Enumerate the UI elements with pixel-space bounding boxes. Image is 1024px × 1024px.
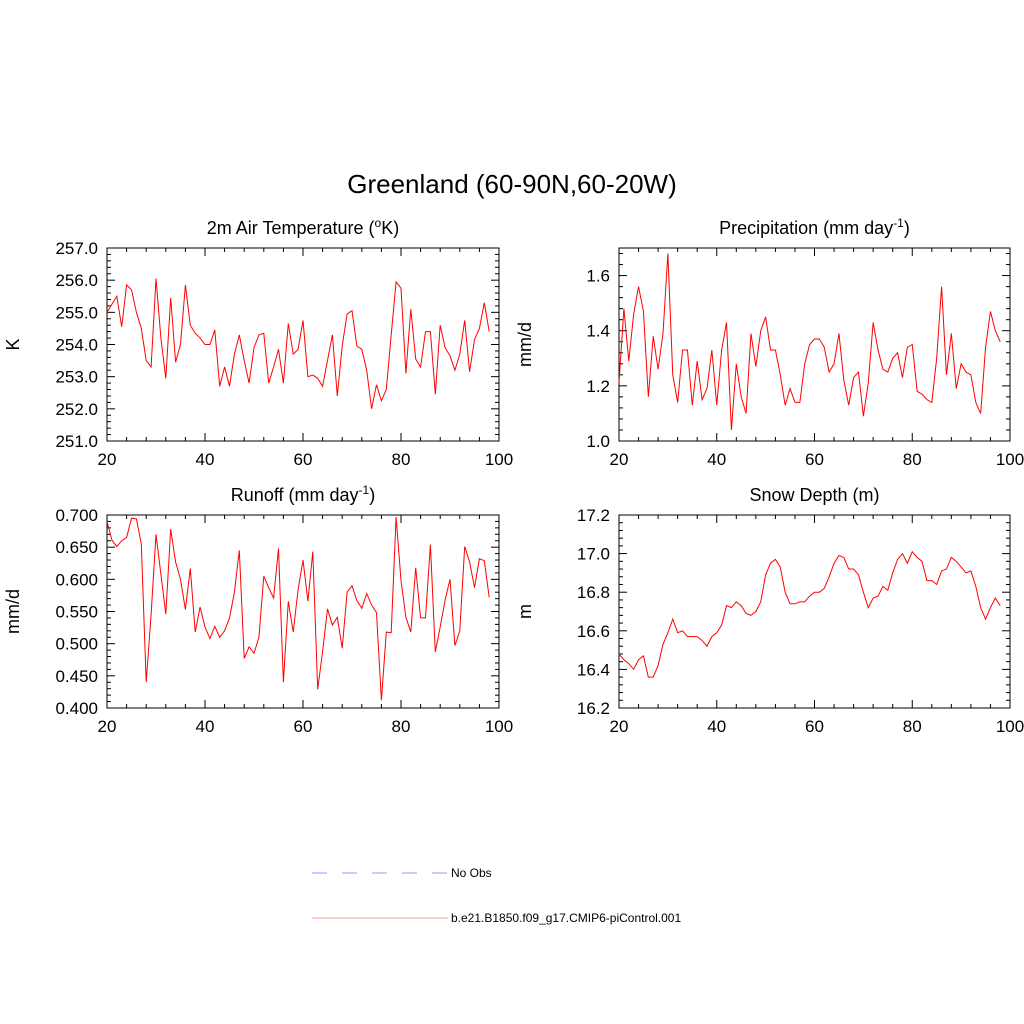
panel-title-snow-depth: Snow Depth (m) [749, 485, 879, 505]
panels: 2m Air Temperature (oK) K 20 40 60 80 100 251.0… [3, 216, 1024, 736]
panel-title-text: Snow Depth (m) [749, 485, 879, 505]
x-tick-label: 100 [996, 450, 1024, 469]
y-axis-label-runoff: mm/d [3, 589, 23, 634]
x-tick-label: 20 [98, 717, 117, 736]
y-tick-label: 1.0 [586, 432, 610, 451]
y-tick-label: 0.700 [55, 506, 98, 525]
y-tick-label: 256.0 [55, 271, 98, 290]
y-tick-label: 0.550 [55, 603, 98, 622]
x-tick-label: 40 [196, 717, 215, 736]
panel-title-runoff: Runoff (mm day-1) [231, 483, 375, 505]
x-tick-label: 40 [196, 450, 215, 469]
y-tick-label: 0.500 [55, 635, 98, 654]
legend-label-no-obs: No Obs [451, 866, 492, 880]
y-axis-label-precipitation: mm/d [515, 322, 535, 367]
y-tick-label: 254.0 [55, 336, 98, 355]
x-tick-label: 20 [98, 450, 117, 469]
plot-frame-snow-depth [618, 514, 1011, 709]
panel-snow-depth: Snow Depth (m) m 20 40 60 80 100 16.2 16.4 16.6 16… [515, 485, 1024, 736]
panel-precipitation: Precipitation (mm day-1) mm/d 20 40 60 80 100 1… [515, 216, 1024, 469]
x-tick-label: 40 [707, 717, 726, 736]
y-tick-label: 1.2 [586, 377, 610, 396]
y-tick-label: 16.2 [577, 699, 610, 718]
x-tick-label: 100 [485, 717, 513, 736]
y-tick-label: 251.0 [55, 432, 98, 451]
x-tick-label: 100 [996, 717, 1024, 736]
x-tick-label: 20 [610, 717, 629, 736]
y-tick-label: 1.6 [586, 267, 610, 286]
y-tick-label: 257.0 [55, 239, 98, 258]
x-tick-label: 60 [805, 450, 824, 469]
y-tick-label: 0.400 [55, 699, 98, 718]
y-tick-label: 0.450 [55, 667, 98, 686]
y-tick-label: 253.0 [55, 368, 98, 387]
legend-label-model: b.e21.B1850.f09_g17.CMIP6-piControl.001 [451, 911, 681, 925]
y-axis-label-air-temperature: K [3, 338, 23, 350]
panel-title-precipitation: Precipitation (mm day-1) [719, 216, 910, 238]
series-line-air-temperature [106, 278, 490, 409]
legend: No Obs b.e21.B1850.f09_g17.CMIP6-piContr… [312, 866, 681, 925]
panel-title-air-temperature: 2m Air Temperature (oK) [207, 216, 399, 238]
y-tick-label: 17.0 [577, 545, 610, 564]
series-line-precipitation [618, 253, 1001, 431]
series-line-snow-depth [618, 550, 1001, 678]
y-tick-label: 16.6 [577, 622, 610, 641]
series-line-runoff [106, 516, 490, 701]
y-tick-label: 0.600 [55, 570, 98, 589]
x-tick-label: 60 [294, 717, 313, 736]
y-tick-label: 16.4 [577, 660, 610, 679]
y-axis-label-snow-depth: m [515, 604, 535, 619]
y-tick-label: 252.0 [55, 400, 98, 419]
panel-runoff: Runoff (mm day-1) mm/d 20 40 60 80 100 0.400 0.4… [3, 483, 513, 736]
x-tick-label: 80 [392, 450, 411, 469]
y-tick-label: 0.650 [55, 538, 98, 557]
panel-title-tail: K) [381, 218, 399, 238]
panel-title-tail: ) [904, 218, 910, 238]
plot-frame-air-temperature [106, 247, 500, 442]
panel-title-tail: ) [369, 485, 375, 505]
y-tick-label: 16.8 [577, 583, 610, 602]
panel-air-temperature: 2m Air Temperature (oK) K 20 40 60 80 100 251.0… [3, 216, 513, 469]
figure-title: Greenland (60-90N,60-20W) [347, 169, 677, 199]
x-tick-label: 80 [392, 717, 411, 736]
plot-frame-precipitation [618, 247, 1011, 442]
y-tick-label: 1.4 [586, 322, 610, 341]
panel-title-superscript: -1 [893, 216, 904, 230]
panel-title-superscript: -1 [359, 483, 370, 497]
panel-title-text: Runoff (mm day [231, 485, 359, 505]
panel-title-superscript: o [375, 216, 382, 230]
x-tick-label: 40 [707, 450, 726, 469]
x-tick-label: 60 [294, 450, 313, 469]
x-tick-label: 80 [903, 450, 922, 469]
x-tick-label: 20 [610, 450, 629, 469]
x-tick-label: 100 [485, 450, 513, 469]
y-tick-label: 255.0 [55, 303, 98, 322]
panel-title-text: Precipitation (mm day [719, 218, 893, 238]
x-tick-label: 60 [805, 717, 824, 736]
x-tick-label: 80 [903, 717, 922, 736]
y-tick-label: 17.2 [577, 506, 610, 525]
panel-title-text: 2m Air Temperature ( [207, 218, 375, 238]
